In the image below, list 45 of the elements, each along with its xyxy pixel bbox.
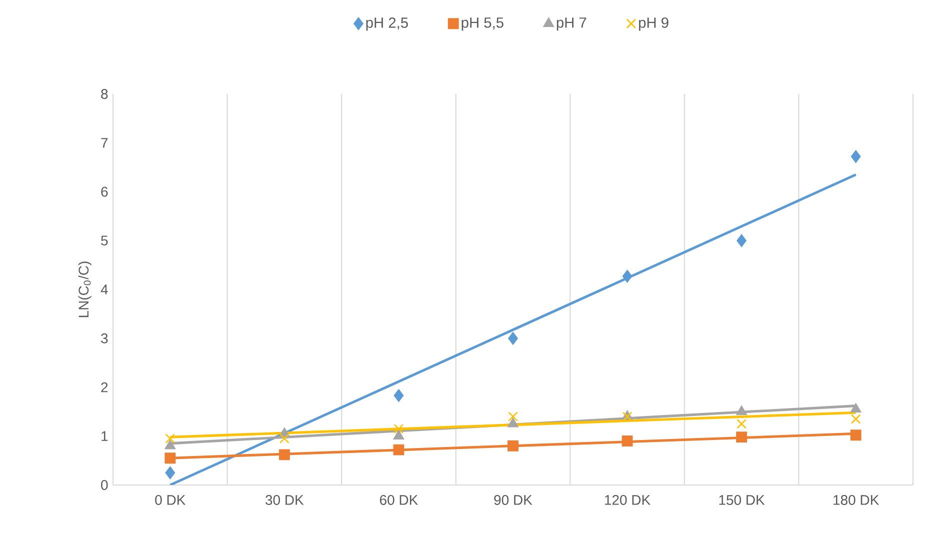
y-tick-label: 3 <box>101 333 108 344</box>
point <box>164 452 176 464</box>
y-tick-label: 7 <box>101 138 108 148</box>
point <box>850 430 862 441</box>
point <box>394 389 404 402</box>
legend-label: pH 5,5 <box>462 18 504 31</box>
x-tick-label: 150 DK <box>719 495 765 505</box>
point <box>736 406 747 416</box>
point <box>393 430 404 440</box>
x-tick-label: 90 DK <box>494 495 532 505</box>
point <box>165 434 176 444</box>
y-axis-title: LN(C$_{0}$/C) <box>78 262 92 318</box>
point <box>850 150 861 163</box>
legend-label: pH 9 <box>639 18 668 31</box>
point <box>508 440 518 452</box>
point <box>394 424 404 434</box>
point <box>736 234 746 247</box>
point <box>508 332 518 345</box>
legend-label: pH 2,5 <box>366 18 408 31</box>
point <box>280 434 290 444</box>
y-tick-label: 0 <box>101 480 108 490</box>
point <box>850 414 861 424</box>
point <box>622 436 633 446</box>
point <box>508 418 518 428</box>
y-tick-label: 1 <box>102 431 108 441</box>
x-tick-label: 0 DK <box>155 495 186 505</box>
y-tick-label: 6 <box>101 186 108 197</box>
y-tick-label: 4 <box>100 284 108 294</box>
point <box>508 412 518 422</box>
point <box>736 432 748 443</box>
point <box>164 440 176 450</box>
x-tick-label: 30 DK <box>266 495 304 505</box>
y-tick-label: 5 <box>101 236 108 246</box>
point <box>736 418 746 429</box>
legend-label: pH 7 <box>556 18 586 31</box>
y-tick-label: 8 <box>101 89 108 99</box>
x-tick-label: 60 DK <box>380 495 418 505</box>
point <box>393 444 404 456</box>
y-tick-label: 2 <box>101 382 108 392</box>
point <box>622 270 632 283</box>
x-tick-label: 180 DK <box>834 495 880 505</box>
point <box>850 403 862 413</box>
point <box>165 466 176 480</box>
x-tick-label: 120 DK <box>604 495 650 505</box>
point <box>278 449 290 460</box>
